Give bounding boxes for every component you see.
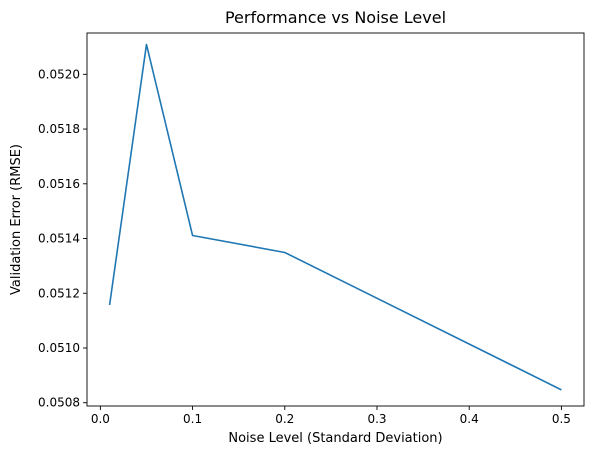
x-tick-label: 0.2 (275, 412, 294, 426)
y-tick-label: 0.0514 (38, 232, 80, 246)
x-tick-label: 0.1 (183, 412, 202, 426)
x-axis: 0.0 0.1 0.2 0.3 0.4 0.5 (91, 406, 571, 426)
y-axis-label: Validation Error (RMSE) (9, 144, 24, 295)
y-tick-label: 0.0510 (38, 341, 80, 355)
series-line (108, 43, 562, 391)
y-tick-label: 0.0520 (38, 67, 80, 81)
y-axis: 0.0508 0.0510 0.0512 0.0514 0.0516 0.0518 0.05… (38, 67, 87, 410)
x-tick-label: 0.5 (552, 412, 571, 426)
chart-title: Performance vs Noise Level (225, 8, 446, 27)
x-axis-label: Noise Level (Standard Deviation) (228, 431, 442, 446)
plot-frame (86, 32, 585, 407)
x-tick-label: 0.0 (91, 412, 110, 426)
y-tick-label: 0.0516 (38, 177, 80, 191)
series-group (108, 43, 562, 391)
x-tick-label: 0.4 (460, 412, 479, 426)
y-tick-label: 0.0512 (38, 286, 80, 300)
x-tick-label: 0.3 (367, 412, 386, 426)
y-tick-label: 0.0508 (38, 396, 80, 410)
y-tick-label: 0.0518 (38, 122, 80, 136)
